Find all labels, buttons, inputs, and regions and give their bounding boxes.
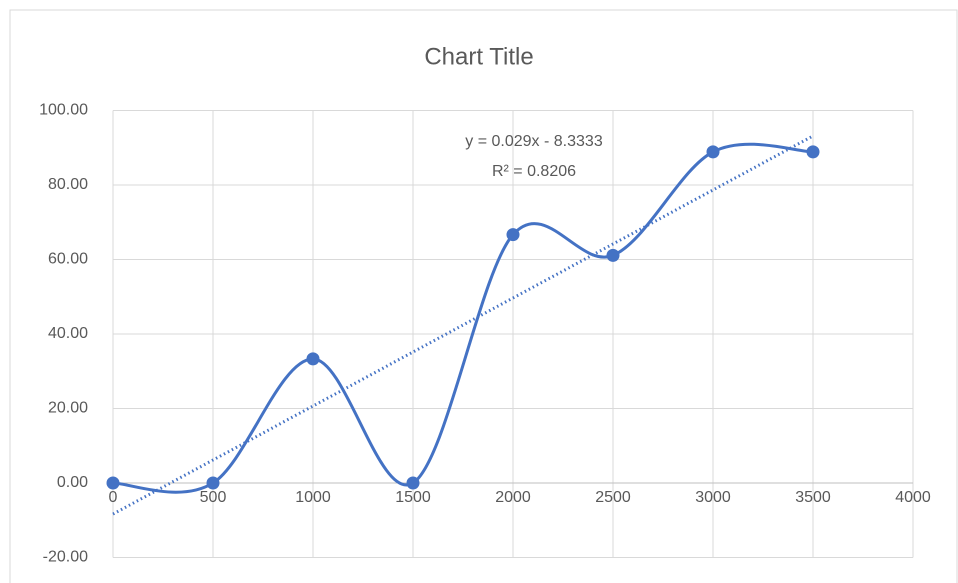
x-tick-label: 0 [109,489,118,506]
y-tick-label: 60.00 [48,251,88,268]
x-tick-label: 4000 [895,489,931,506]
data-point [607,249,620,262]
x-tick-label: 500 [200,489,227,506]
data-point [407,477,420,490]
data-point [207,477,220,490]
data-point [307,352,320,365]
x-tick-label: 2500 [595,489,631,506]
y-tick-label: 80.00 [48,176,88,193]
y-tick-label: -20.00 [43,549,88,566]
chart-title: Chart Title [424,43,533,70]
data-point [507,228,520,241]
y-tick-label: 40.00 [48,325,88,342]
trendline-equation: y = 0.029x - 8.3333 [465,133,603,150]
data-point [807,145,820,158]
y-tick-label: 20.00 [48,400,88,417]
y-tick-label: 0.00 [57,474,88,491]
x-tick-label: 1500 [395,489,431,506]
x-tick-label: 3500 [795,489,831,506]
x-tick-label: 3000 [695,489,731,506]
data-point [707,145,720,158]
x-tick-label: 1000 [295,489,331,506]
chart: Chart Title -20.00 0.00 20.00 40.00 60.00 80.… [0,0,958,583]
x-tick-label: 2000 [495,489,531,506]
trendline-r-squared: R² = 0.8206 [492,163,576,180]
y-tick-label: 100.00 [39,102,88,119]
data-point [107,477,120,490]
